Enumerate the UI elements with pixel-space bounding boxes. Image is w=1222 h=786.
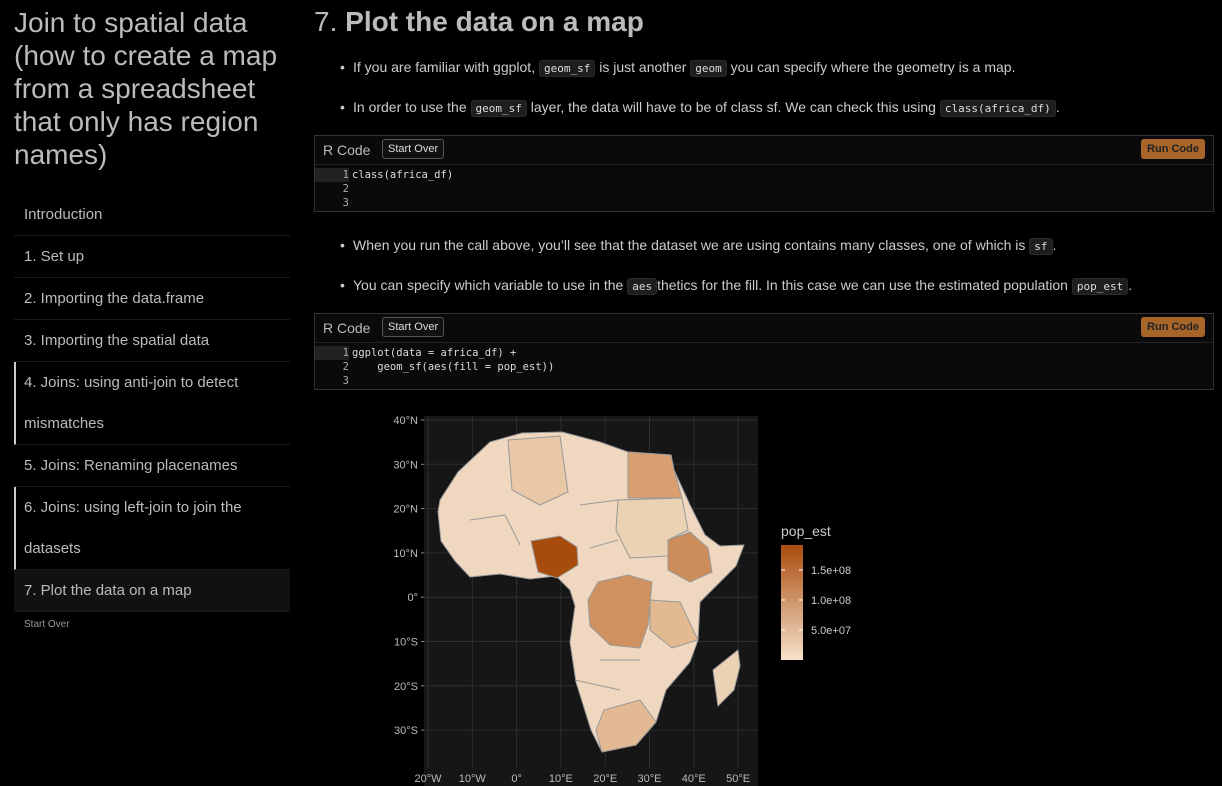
drc <box>587 574 653 649</box>
countries <box>437 431 745 753</box>
code-lines: ggplot(data = africa_df) + geom_sf(aes(f… <box>352 346 554 374</box>
inline-code: geom_sf <box>538 60 596 77</box>
section-title: Plot the data on a map <box>345 6 644 37</box>
y-axis-label: 10°N <box>393 548 418 560</box>
bullet-list: If you are familiar with ggplot, geom_sf… <box>340 56 1220 136</box>
inline-code: class(africa_df) <box>939 100 1056 117</box>
toc-item[interactable]: 6. Joins: using left-join to join the da… <box>14 487 290 570</box>
text: you can specify where the geometry is a … <box>726 59 1016 75</box>
exercise-header: R Code Start Over Run Code <box>315 136 1213 165</box>
text: If you are familiar with ggplot, <box>353 59 539 75</box>
section-number: 7. <box>314 6 338 37</box>
text: In order to use the <box>353 99 471 115</box>
text: is just another <box>595 59 691 75</box>
sudan <box>615 497 689 559</box>
inline-code: aes <box>627 278 658 295</box>
y-axis-label: 10°S <box>394 637 418 649</box>
x-axis-label: 30°E <box>638 773 662 785</box>
south-africa <box>595 699 657 753</box>
y-axis-label: 20°S <box>394 681 418 693</box>
toc-item[interactable]: 3. Importing the spatial data <box>14 320 290 362</box>
legend-label: 1.0e+08 <box>811 595 851 607</box>
x-axis-label: 10°E <box>549 773 573 785</box>
bullet: You can specify which variable to use in… <box>340 274 1220 314</box>
exercise-label: R Code <box>323 142 371 158</box>
inline-code: geom <box>690 60 727 77</box>
x-axis-label: 0° <box>511 773 522 785</box>
code-line: geom_sf(aes(fill = pop_est)) <box>352 361 555 373</box>
inline-code: pop_est <box>1071 278 1129 295</box>
tanzania <box>649 599 699 649</box>
y-axis-label: 30°N <box>393 459 418 471</box>
run-code-button[interactable]: Run Code <box>1141 317 1205 337</box>
line-number: 2 <box>342 183 349 195</box>
x-axis-label: 50°E <box>726 773 750 785</box>
toc-item[interactable]: 2. Importing the data.frame <box>14 278 290 320</box>
ethiopia <box>667 531 713 583</box>
nigeria <box>530 535 579 579</box>
code-lines: class(africa_df) <box>352 168 453 182</box>
inline-code: sf <box>1029 238 1053 255</box>
y-axis-label: 0° <box>407 592 418 604</box>
exercise-label: R Code <box>323 320 371 336</box>
y-axis-label: 20°N <box>393 504 418 516</box>
text: . <box>1128 277 1133 293</box>
inline-code: geom_sf <box>470 100 527 117</box>
bullet: If you are familiar with ggplot, geom_sf… <box>340 56 1220 96</box>
toc-item[interactable]: 7. Plot the data on a map <box>14 570 290 612</box>
legend-label: 1.5e+08 <box>811 565 851 577</box>
toc-item[interactable]: Introduction <box>14 194 290 236</box>
x-axis-label: 20°E <box>593 773 617 785</box>
x-axis-label: 10°W <box>459 773 487 785</box>
line-number: 2 <box>342 361 349 373</box>
text: thetics for the fill. In this case we ca… <box>657 277 1072 293</box>
x-axis-label: 20°W <box>414 773 442 785</box>
text: You can specify which variable to use in… <box>353 277 628 293</box>
toc: Introduction 1. Set up 2. Importing the da… <box>14 194 290 612</box>
bullet: When you run the call above, you’ll see … <box>340 234 1220 274</box>
text: When you run the call above, you’ll see … <box>353 237 1030 253</box>
line-number: 3 <box>342 375 349 387</box>
start-over-link[interactable]: Start Over <box>24 619 70 630</box>
y-axis-label: 30°S <box>394 725 418 737</box>
start-over-button[interactable]: Start Over <box>382 317 445 337</box>
egypt <box>627 451 683 499</box>
text: . <box>1055 99 1060 115</box>
text: layer, the data will have to be of class… <box>526 99 940 115</box>
start-over-button[interactable]: Start Over <box>382 139 445 159</box>
exercise-header: R Code Start Over Run Code <box>315 314 1213 343</box>
toc-item[interactable]: 5. Joins: Renaming placenames <box>14 445 290 487</box>
madagascar <box>712 649 741 707</box>
exercise: R Code Start Over Run Code 1 2 3 class(africa_… <box>314 135 1214 212</box>
x-axis-label: 40°E <box>682 773 706 785</box>
section-heading: 7. Plot the data on a map <box>314 6 644 38</box>
line-number: 1 <box>315 168 349 182</box>
toc-item[interactable]: 4. Joins: using anti-join to detect mism… <box>14 362 290 445</box>
legend-title: pop_est <box>781 523 831 539</box>
sidebar-title: Join to spatial data (how to create a ma… <box>14 7 278 170</box>
bullet-list: When you run the call above, you’ll see … <box>340 234 1220 314</box>
toc-item[interactable]: 1. Set up <box>14 236 290 278</box>
exercise: R Code Start Over Run Code 1 2 3 ggplot(data =… <box>314 313 1214 390</box>
code-editor[interactable]: 1 2 3 class(africa_df) <box>315 165 1213 211</box>
text: . <box>1052 237 1057 253</box>
bullet: In order to use the geom_sf layer, the d… <box>340 96 1220 136</box>
code-line: class(africa_df) <box>352 169 454 181</box>
code-editor[interactable]: 1 2 3 ggplot(data = africa_df) + geom_sf(ae… <box>315 343 1213 389</box>
run-code-button[interactable]: Run Code <box>1141 139 1205 159</box>
line-number: 3 <box>342 197 349 209</box>
code-line: ggplot(data = africa_df) + <box>352 347 517 359</box>
legend-label: 5.0e+07 <box>811 625 851 637</box>
line-number: 1 <box>315 346 349 360</box>
legend-colorbar <box>781 545 803 660</box>
algeria <box>507 435 569 506</box>
y-axis-label: 40°N <box>393 415 418 427</box>
